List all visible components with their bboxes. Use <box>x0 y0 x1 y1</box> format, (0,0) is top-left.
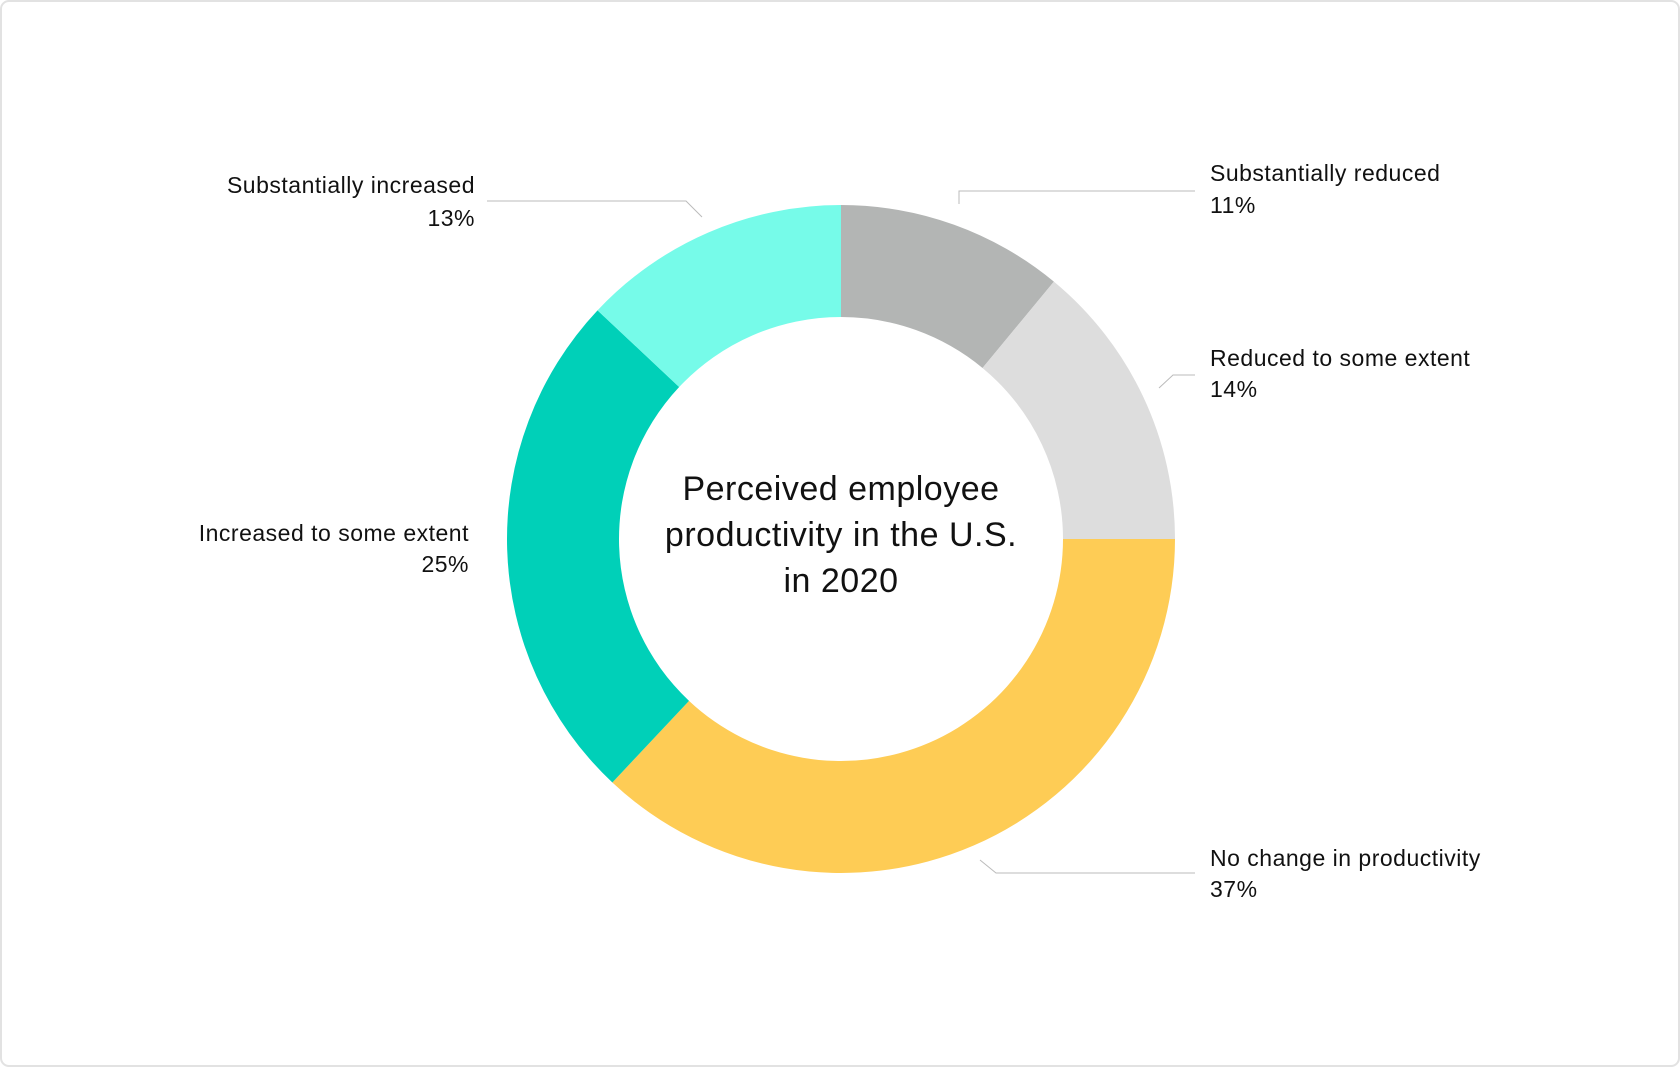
slice-label: Reduced to some extent <box>1210 345 1470 371</box>
slice-value-label: 14% <box>1210 376 1258 402</box>
slice-label: Increased to some extent <box>199 520 469 546</box>
slice-value-label: 13% <box>427 205 475 231</box>
leader-line <box>1158 374 1195 389</box>
donut-slice <box>982 281 1175 539</box>
slice-value-label: 11% <box>1210 192 1256 218</box>
slice-label: Substantially reduced <box>1210 160 1440 186</box>
donut-slice <box>841 205 1054 368</box>
slice-value-label: 25% <box>421 551 469 577</box>
donut-slice <box>507 310 690 783</box>
leader-line <box>958 190 1195 204</box>
leader-line <box>979 859 1195 874</box>
chart-title: Perceived employee productivity in the U… <box>664 470 1018 600</box>
slice-value-label: 37% <box>1210 876 1258 902</box>
donut-slice <box>612 539 1175 874</box>
donut-slice <box>597 205 841 388</box>
slice-label: No change in productivity <box>1210 845 1481 871</box>
leader-line <box>487 200 703 218</box>
slice-label: Substantially increased <box>227 172 475 198</box>
